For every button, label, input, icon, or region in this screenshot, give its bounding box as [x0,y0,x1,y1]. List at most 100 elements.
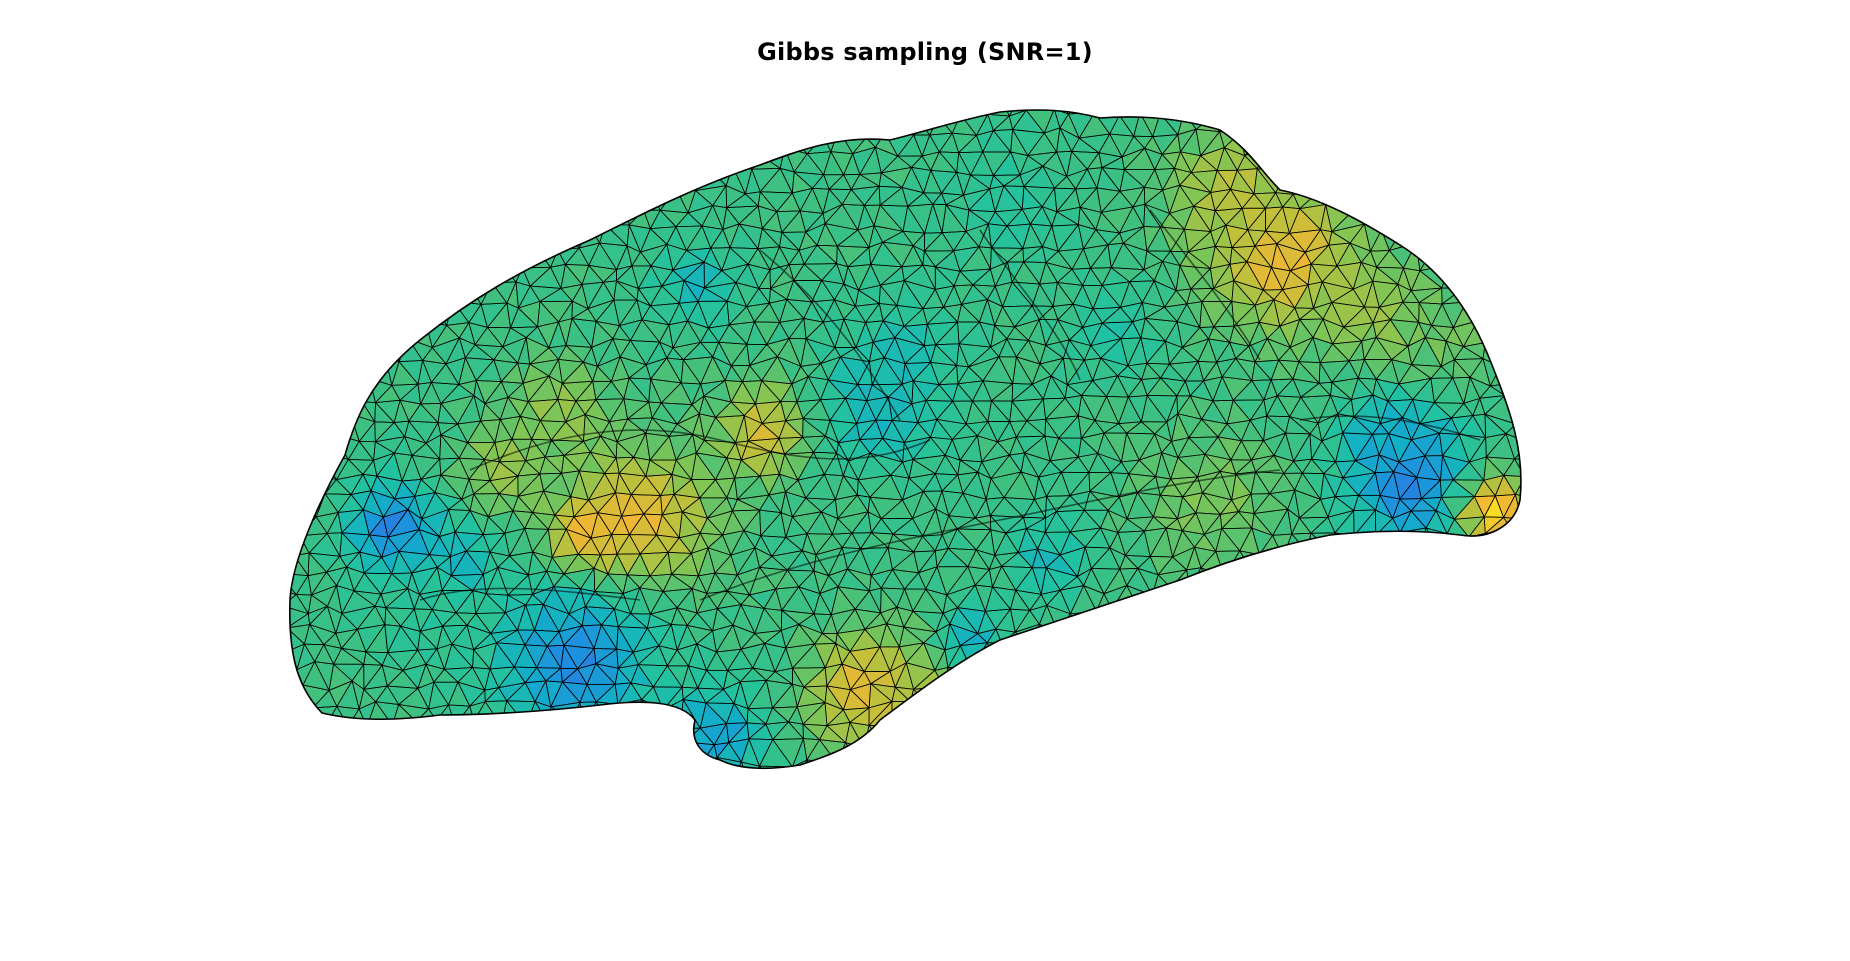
mesh-face [1272,556,1300,573]
mesh-face [1513,110,1521,118]
mesh-face [1208,724,1230,742]
mesh-face [1157,684,1181,706]
mesh-face [1002,706,1027,728]
mesh-face [252,473,270,496]
mesh-face [1222,688,1244,704]
mesh-edge [533,130,552,156]
mesh-face [1287,110,1301,120]
mesh-face [1506,229,1521,253]
mesh-face [1381,756,1400,769]
mesh-edge [1529,167,1548,187]
mesh-face [1494,756,1512,769]
mesh-face [1077,645,1091,668]
mesh-face [1491,110,1515,138]
mesh-face [1280,701,1304,722]
mesh-face [1453,244,1479,262]
mesh-face [308,395,331,421]
mesh-face [450,244,469,272]
mesh-face [1511,325,1521,342]
mesh-face [550,115,568,132]
mesh-face [1385,756,1415,769]
mesh-face [411,281,438,310]
mesh-face [1530,459,1558,472]
mesh-face [292,302,319,329]
mesh-face [1174,641,1201,667]
figure-title: Gibbs sampling (SNR=1) [757,38,1093,66]
mesh-face [417,247,438,267]
mesh-face [504,130,521,155]
mesh-face [1455,568,1484,595]
mesh-face [641,147,672,175]
mesh-face [541,149,562,176]
mesh-face [1190,623,1223,654]
mesh-face [1353,535,1377,556]
mesh-face [1316,647,1335,667]
mesh-face [254,653,269,667]
mesh-face [506,191,529,214]
mesh-edge [449,165,470,188]
mesh-edge [884,110,906,120]
mesh-face [376,724,408,741]
mesh-face [353,229,385,248]
mesh-edge [440,209,463,228]
mesh-face [1539,704,1557,723]
mesh-face [289,321,309,343]
mesh-face [357,287,379,306]
mesh-face [943,681,966,704]
mesh-edge [1540,100,1551,116]
mesh-face [1378,110,1407,120]
mesh-face [1217,110,1243,114]
mesh-edge [1319,148,1343,176]
mesh-face [1299,661,1326,684]
mesh-edge [402,110,421,112]
mesh-face [784,137,809,155]
mesh-edge [1418,153,1433,175]
mesh-face [1275,605,1291,631]
mesh-face [449,165,470,188]
mesh-face [1429,719,1452,746]
mesh-edge [1397,187,1412,213]
mesh-face [1448,110,1468,119]
mesh-face [295,433,313,464]
mesh-face [297,433,321,463]
mesh-face [1473,114,1502,138]
mesh-face [1296,757,1316,769]
mesh-edge [1403,174,1421,194]
mesh-face [1015,699,1035,720]
mesh-face [1407,684,1438,702]
mesh-face [582,720,609,740]
mesh-face [1429,587,1457,605]
mesh-face [1383,643,1399,673]
mesh-edge [439,186,458,210]
mesh-face [1403,211,1426,229]
mesh-edge [1327,173,1349,186]
mesh-face [299,110,328,117]
mesh-edge [1316,184,1343,205]
mesh-face [1327,110,1350,114]
mesh-face [1397,670,1422,685]
mesh-face [729,128,756,156]
mesh-face [450,737,467,763]
mesh-face [1331,689,1354,709]
mesh-face [331,113,363,138]
mesh-face [289,684,304,702]
mesh-face [1338,707,1362,725]
mesh-edge [591,173,609,192]
mesh-face [1132,722,1154,743]
mesh-face [1474,643,1501,673]
mesh-face [1176,110,1189,113]
mesh-face [1301,574,1330,595]
mesh-face [566,111,594,138]
mesh-face [1291,628,1318,648]
mesh-face [871,110,899,134]
mesh-face [1527,98,1550,116]
mesh-face [1159,110,1185,114]
mesh-face [329,399,363,415]
mesh-face [1275,592,1291,614]
mesh-face [1208,700,1230,729]
mesh-face [272,606,288,631]
mesh-face [1298,567,1316,596]
mesh-edge [825,117,852,131]
mesh-face [257,663,276,687]
mesh-face [568,211,591,234]
